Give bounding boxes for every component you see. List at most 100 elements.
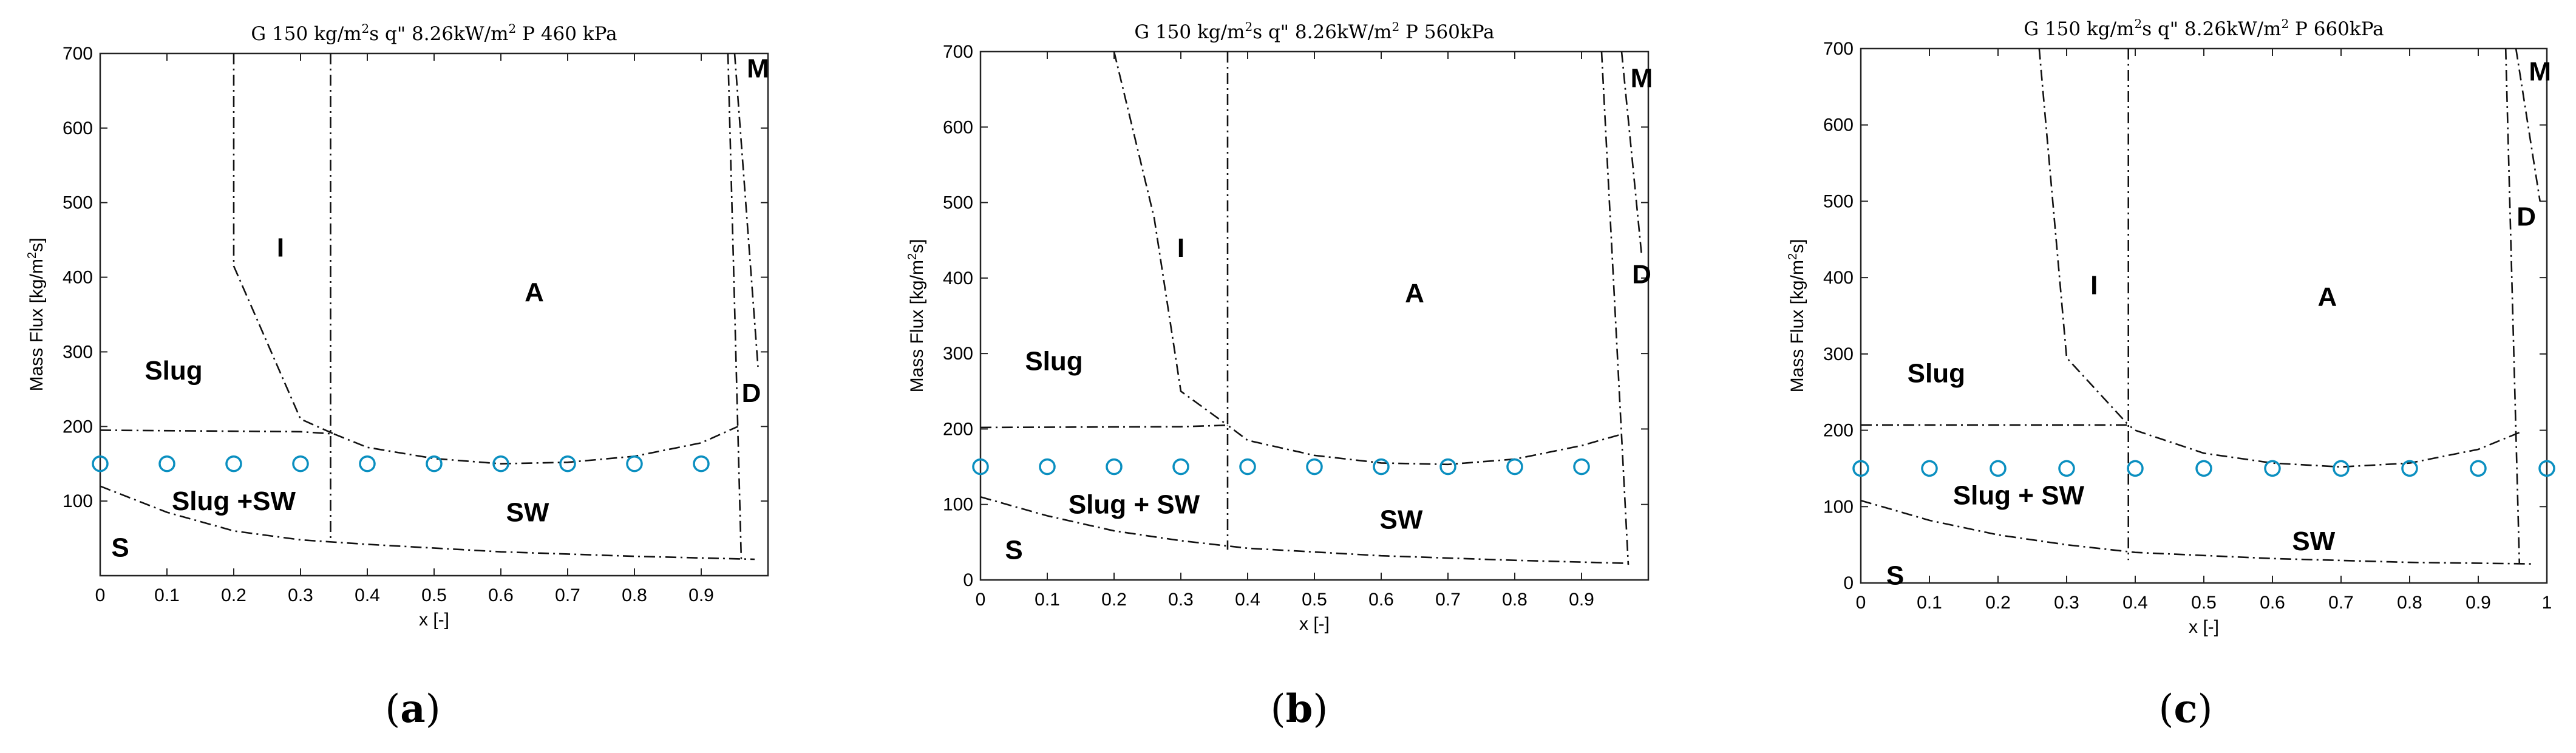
y-tick-label: 400 — [63, 268, 93, 288]
data-point — [292, 455, 309, 472]
y-tick-label: 700 — [63, 44, 93, 64]
data-point — [693, 455, 710, 472]
chart-title-part: 2 — [2281, 16, 2289, 31]
x-tick-label: 0.3 — [288, 585, 313, 605]
boundary-slug-intermittent-lower — [980, 424, 1622, 466]
region-label: Slug — [1025, 347, 1082, 376]
region-label: I — [1177, 233, 1184, 263]
x-tick-label: 0.2 — [1101, 590, 1127, 610]
x-tick-label: 0.8 — [1502, 590, 1528, 610]
x-tick-label: 0.9 — [1569, 590, 1594, 610]
chart-title: G 150 kg/m2s q" 8.26kW/m2 P 560kPa — [1134, 19, 1494, 43]
data-point — [492, 455, 509, 472]
chart-title-part: P 560kPa — [1399, 21, 1494, 43]
y-axis-label-part: s] — [27, 238, 47, 252]
x-tick-label: 0.6 — [2260, 593, 2285, 613]
y-tick-label: 200 — [63, 417, 93, 437]
data-point — [1373, 458, 1390, 475]
boundary-stratified-upper — [980, 496, 1629, 564]
chart-title-part: s q" 8.26kW/m — [2142, 18, 2281, 40]
region-label: I — [2090, 271, 2098, 301]
x-tick-label: 0.7 — [2328, 593, 2354, 613]
region-label: SW — [2292, 526, 2335, 556]
x-tick-label: 1 — [2542, 593, 2552, 613]
chart-title-part: 2 — [1245, 19, 1252, 34]
data-point — [1172, 458, 1189, 475]
x-tick-label: 0.3 — [2054, 593, 2079, 613]
x-axis-label: x [-] — [419, 610, 449, 630]
y-tick-label: 600 — [63, 118, 93, 138]
boundary-annular-dryout — [2504, 48, 2521, 564]
caption-b-letter: b — [1285, 686, 1313, 732]
y-axis-label-part: 2 — [906, 253, 919, 260]
y-tick-label: 700 — [1823, 39, 1854, 59]
data-point — [1106, 458, 1123, 475]
region-label: A — [1405, 279, 1424, 308]
x-tick-label: 0.1 — [154, 585, 180, 605]
y-tick-label: 100 — [943, 495, 973, 515]
x-tick-label: 0.1 — [1035, 590, 1060, 610]
region-label: M — [747, 54, 769, 84]
y-axis-label-part: 2 — [1786, 253, 1799, 260]
data-point — [158, 455, 175, 472]
data-point — [1921, 460, 1938, 477]
caption-b: (b) — [1270, 686, 1328, 732]
x-tick-label: 0.9 — [688, 585, 714, 605]
data-point — [1990, 460, 2007, 477]
y-tick-label: 400 — [943, 268, 973, 288]
data-point — [626, 455, 643, 472]
y-tick-label: 200 — [1823, 421, 1854, 441]
data-point — [1306, 458, 1323, 475]
chart-panel-c: G 150 kg/m2s q" 8.26kW/m2 P 660kPa 0 0.1 0.… — [1748, 0, 2576, 668]
region-label: A — [525, 278, 544, 307]
y-tick-label: 0 — [963, 570, 973, 590]
chart-panel-a: G 150 kg/m2s q" 8.26kW/m2 P 460 kPa 0 0.1 0… — [0, 0, 862, 668]
x-tick-label: 0.1 — [1917, 593, 1942, 613]
boundary-stratified-upper — [100, 485, 755, 560]
data-point — [2538, 460, 2555, 477]
region-label: S — [1886, 560, 1904, 590]
region-label: Slug — [144, 356, 202, 386]
x-tick-label: 0.5 — [2191, 593, 2217, 613]
data-point — [1852, 460, 1869, 477]
x-tick-label: 0.7 — [555, 585, 580, 605]
y-axis-label: Mass Flux [kg/m2s] — [1786, 239, 1807, 393]
y-tick-label: 600 — [943, 117, 973, 137]
boundary-slug-intermittent-lower — [100, 426, 739, 465]
caption-a-letter: a — [400, 686, 426, 732]
y-tick-label: 500 — [1823, 191, 1854, 211]
y-axis-label: Mass Flux [kg/m2s] — [906, 239, 927, 393]
y-axis-label-part: s] — [907, 239, 927, 253]
boundary-slug-intermittent — [1113, 51, 1228, 426]
x-tick-label: 0 — [976, 590, 986, 610]
boundary-dryout-mist — [1620, 51, 1643, 256]
x-tick-label: 0.7 — [1435, 590, 1461, 610]
region-label: M — [1631, 64, 1653, 94]
data-point — [2333, 460, 2350, 477]
region-label: Slug +SW — [172, 486, 296, 516]
y-tick-label: 700 — [943, 42, 973, 62]
y-axis-label: Mass Flux [kg/m2s] — [25, 238, 47, 392]
chart-title-part: G 150 kg/m — [1134, 21, 1245, 43]
data-point — [2264, 460, 2281, 477]
data-point — [559, 455, 576, 472]
region-label: Slug — [1908, 358, 1965, 388]
region-label: SW — [1380, 505, 1423, 535]
region-label: D — [1632, 260, 1651, 290]
chart-title-part: P 660kPa — [2289, 18, 2384, 40]
data-point — [972, 458, 989, 475]
x-axis-label: x [-] — [2189, 617, 2219, 637]
x-tick-label: 0.4 — [1235, 590, 1260, 610]
region-label: I — [277, 233, 284, 262]
data-point — [92, 455, 109, 472]
x-tick-label: 0.3 — [1168, 590, 1194, 610]
region-label: S — [111, 533, 129, 562]
region-label: A — [2318, 282, 2337, 312]
chart-title-part: 2 — [362, 21, 370, 36]
boundary-slug-intermittent — [2038, 48, 2129, 426]
region-label: D — [2517, 202, 2536, 232]
x-tick-label: 0.2 — [221, 585, 246, 605]
chart-title-part: P 460 kPa — [516, 23, 617, 45]
